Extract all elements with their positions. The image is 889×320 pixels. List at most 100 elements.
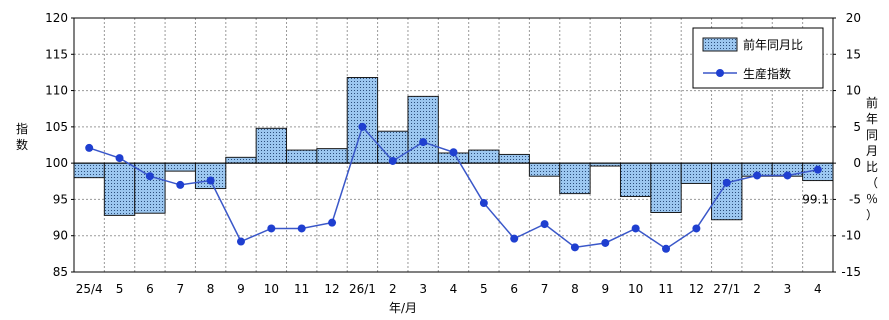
x-tick-label: 9 — [237, 282, 245, 296]
production-index-point — [236, 237, 245, 246]
production-index-point — [540, 220, 549, 229]
production-index-point — [570, 243, 579, 252]
yoy-bar — [225, 156, 257, 164]
axis-title-char: 比 — [866, 160, 878, 174]
yoy-bar — [711, 162, 743, 221]
axis-title-char: 指 — [16, 121, 28, 136]
last-value-annotation: 99.1 — [802, 193, 829, 207]
x-tick-label: 5 — [116, 282, 124, 296]
left-tick-label: 100 — [45, 156, 68, 170]
yoy-bar — [650, 162, 682, 213]
production-index-point — [206, 176, 215, 185]
x-tick-label: 3 — [784, 282, 792, 296]
right-axis-ticks: -15 -10 -5 0 5 10 15 20 — [833, 11, 861, 279]
line-series-layer — [85, 122, 822, 253]
yoy-bar — [103, 162, 136, 216]
production-index-point — [783, 171, 792, 180]
yoy-bar — [164, 162, 196, 172]
axis-title-char: ％ — [866, 192, 878, 206]
x-tick-label: 12 — [324, 282, 339, 296]
x-tick-label: 6 — [146, 282, 154, 296]
production-index-point — [753, 171, 762, 180]
yoy-bar — [73, 162, 105, 179]
production-index-point — [388, 156, 397, 165]
legend-line-label: 生産指数 — [743, 66, 791, 81]
legend-line-marker — [716, 69, 724, 77]
production-index-point — [115, 154, 124, 163]
x-tick-label: 27/1 — [713, 282, 740, 296]
x-tick-label: 12 — [689, 282, 704, 296]
x-tick-label: 4 — [814, 282, 822, 296]
yoy-bar — [498, 153, 530, 164]
x-tick-label: 10 — [628, 282, 643, 296]
production-index-point — [297, 224, 306, 233]
production-index-point — [601, 238, 610, 247]
plot-frame — [73, 17, 834, 273]
right-tick-label: 5 — [853, 120, 861, 134]
yoy-bar — [255, 127, 288, 164]
x-tick-label: 11 — [294, 282, 309, 296]
legend: 前年同月比 生産指数 — [692, 27, 824, 89]
left-axis-label: 指数 — [16, 121, 28, 152]
left-tick-label: 110 — [45, 84, 68, 98]
production-index-point — [813, 165, 822, 174]
x-tick-label: 7 — [176, 282, 184, 296]
x-tick-label: 7 — [541, 282, 549, 296]
x-axis-ticks: 25/4 5 6 7 8 9 10 11 12 26/1 2 3 4 5 6 7 8 9 10 11 12 27/1 2 3 4 — [76, 282, 822, 296]
axis-title-char: 年 — [866, 112, 878, 126]
yoy-bar — [528, 162, 561, 177]
axis-title-char: （ — [866, 176, 878, 190]
production-index-point — [358, 122, 367, 131]
production-index-point — [722, 178, 731, 187]
axis-title-char: 数 — [16, 137, 28, 152]
yoy-bar — [680, 162, 713, 184]
production-index-point — [631, 224, 640, 233]
right-tick-label: -10 — [841, 229, 861, 243]
yoy-bar — [559, 162, 591, 195]
yoy-bar — [316, 148, 348, 164]
x-tick-label: 4 — [450, 282, 458, 296]
production-index-point — [328, 218, 337, 227]
right-tick-label: -5 — [849, 192, 861, 206]
x-tick-label: 8 — [571, 282, 579, 296]
legend-bar-swatch — [702, 37, 738, 52]
x-tick-label: 6 — [510, 282, 518, 296]
left-tick-label: 90 — [53, 229, 68, 243]
right-tick-label: 0 — [853, 156, 861, 170]
left-tick-label: 105 — [45, 120, 68, 134]
x-tick-label: 8 — [207, 282, 215, 296]
right-axis-label: 前年同月比 （ ％ ） — [866, 95, 878, 222]
yoy-bar — [619, 162, 652, 198]
x-tick-label: 2 — [389, 282, 397, 296]
left-tick-label: 115 — [45, 47, 68, 61]
right-tick-label: 10 — [846, 84, 861, 98]
left-axis-title: 指数 — [16, 121, 28, 152]
production-index-point — [692, 224, 701, 233]
yoy-bar — [194, 162, 227, 190]
production-index-point — [449, 148, 458, 157]
x-tick-label: 2 — [753, 282, 761, 296]
yoy-bar — [407, 95, 439, 164]
axis-title-char: 同 — [866, 128, 878, 142]
axis-title-char: 前 — [866, 95, 878, 110]
yoy-bar — [286, 149, 318, 164]
right-tick-label: -15 — [841, 265, 861, 279]
axis-title-char: ） — [866, 208, 878, 222]
x-tick-label: 11 — [658, 282, 673, 296]
production-index-point — [419, 138, 428, 147]
yoy-bar — [468, 149, 500, 164]
x-tick-label: 25/4 — [76, 282, 103, 296]
production-index-point — [85, 143, 94, 152]
production-index-point — [662, 244, 671, 253]
right-axis-title: 前年同月比 （ ％ ） — [866, 95, 878, 222]
legend-bar-label: 前年同月比 — [743, 37, 803, 52]
x-tick-label: 9 — [601, 282, 609, 296]
x-tick-label: 3 — [419, 282, 427, 296]
left-tick-label: 85 — [53, 265, 68, 279]
left-axis-ticks: 85 90 95 100 105 110 115 120 — [45, 11, 74, 279]
x-tick-label: 26/1 — [349, 282, 376, 296]
bar-series-layer — [73, 77, 834, 221]
x-axis-title: 年/月 — [389, 301, 417, 315]
production-index-point — [145, 172, 154, 181]
